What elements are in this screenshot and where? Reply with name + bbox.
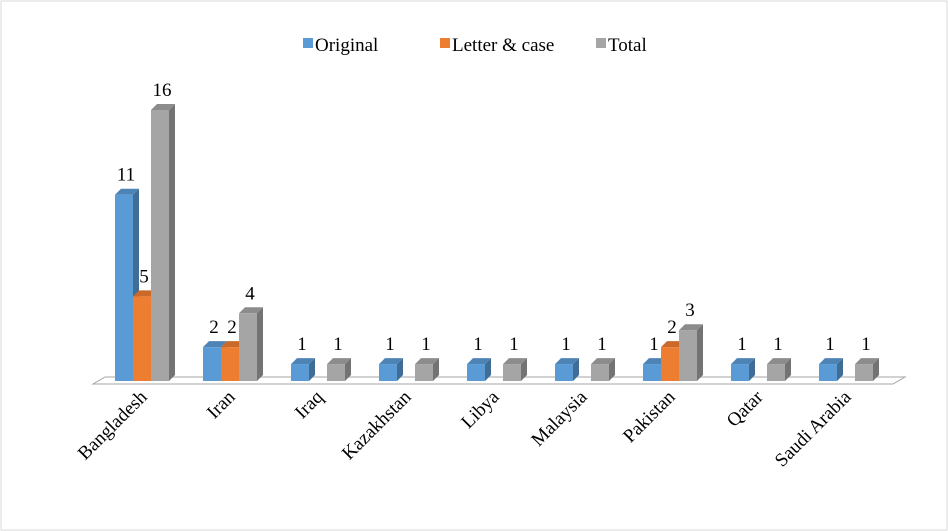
- bar: [643, 364, 661, 381]
- bar: [151, 110, 169, 381]
- bar-side: [609, 358, 615, 381]
- data-label: 1: [333, 334, 343, 355]
- data-label: 1: [473, 334, 483, 355]
- bar-top: [291, 358, 315, 365]
- legend-label: Letter & case: [452, 35, 554, 56]
- bar-top: [555, 358, 579, 365]
- bar: [327, 364, 345, 381]
- bar-side: [309, 358, 315, 381]
- legend-swatch: [596, 38, 606, 48]
- data-label: 2: [227, 317, 237, 338]
- bar: [133, 296, 151, 381]
- legend-swatch: [303, 38, 313, 48]
- data-label: 1: [773, 334, 783, 355]
- data-label: 1: [297, 334, 307, 355]
- bar-top: [379, 358, 403, 365]
- bar: [591, 364, 609, 381]
- data-label: 1: [597, 334, 607, 355]
- bar-top: [819, 358, 843, 365]
- bar: [731, 364, 749, 381]
- bar: [291, 364, 309, 381]
- data-label: 1: [421, 334, 431, 355]
- bar-top: [415, 358, 439, 365]
- data-label: 1: [561, 334, 571, 355]
- bar-side: [785, 358, 791, 381]
- bar: [467, 364, 485, 381]
- data-label: 1: [509, 334, 519, 355]
- legend-swatch: [440, 38, 450, 48]
- bar-top: [151, 104, 175, 110]
- bar-side: [169, 104, 175, 381]
- bar-side: [873, 358, 879, 381]
- data-label: 1: [385, 334, 395, 355]
- legend-label: Original: [315, 35, 378, 56]
- bar-side: [345, 358, 351, 381]
- bar-top: [467, 358, 491, 365]
- bar: [679, 330, 697, 381]
- bar-top: [115, 188, 139, 195]
- data-label: 4: [245, 283, 255, 304]
- data-label: 11: [117, 165, 135, 186]
- bar: [379, 364, 397, 381]
- data-label: 2: [209, 317, 219, 338]
- data-label: 1: [825, 334, 835, 355]
- data-label: 1: [649, 334, 659, 355]
- bar: [115, 194, 133, 381]
- bar-top: [855, 358, 879, 365]
- bar-side: [485, 358, 491, 381]
- data-label: 16: [153, 80, 172, 101]
- bar-top: [767, 358, 791, 365]
- bar: [415, 364, 433, 381]
- data-label: 1: [737, 334, 747, 355]
- bar: [221, 347, 239, 381]
- bar-top: [591, 358, 615, 365]
- bar-top: [327, 358, 351, 365]
- bar: [819, 364, 837, 381]
- bar: [661, 347, 679, 381]
- bar-side: [521, 358, 527, 381]
- bar-side: [573, 358, 579, 381]
- bar: [239, 313, 257, 381]
- bar-side: [397, 358, 403, 381]
- bar-side: [749, 358, 755, 381]
- bar-top: [239, 307, 263, 314]
- bar-top: [203, 341, 227, 348]
- legend-label: Total: [608, 35, 647, 56]
- bar: [555, 364, 573, 381]
- bar-top: [731, 358, 755, 365]
- bar-top: [503, 358, 527, 365]
- bar: [203, 347, 221, 381]
- bar-top: [679, 324, 703, 331]
- bar-side: [697, 324, 703, 381]
- data-label: 5: [139, 266, 149, 287]
- bar: [855, 364, 873, 381]
- data-label: 2: [667, 317, 677, 338]
- bar-side: [257, 307, 263, 381]
- bar-side: [837, 358, 843, 381]
- bar-side: [433, 358, 439, 381]
- data-label: 3: [685, 300, 695, 321]
- bar: [767, 364, 785, 381]
- bar: [503, 364, 521, 381]
- data-label: 1: [861, 334, 871, 355]
